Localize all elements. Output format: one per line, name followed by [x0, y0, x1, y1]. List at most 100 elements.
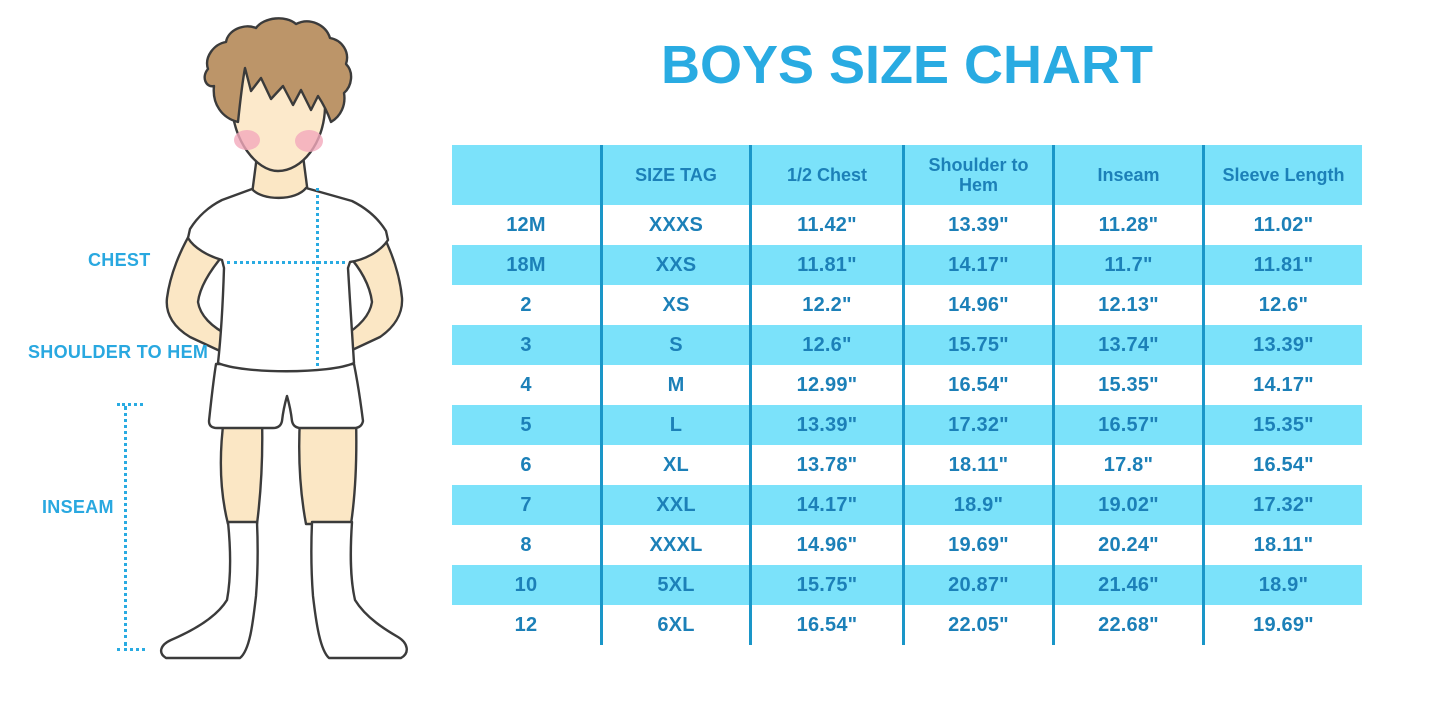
- left-cheek: [234, 130, 260, 150]
- value-cell: 20.24": [1055, 525, 1205, 565]
- value-cell: 13.39": [1253, 333, 1314, 356]
- chest-label: CHEST: [88, 250, 151, 270]
- table-row: 12 6XL 16.54" 22.05" 22.68" 19.69": [452, 605, 1362, 645]
- value-cell: 13.39": [752, 405, 905, 445]
- value-cell: 15.75": [752, 565, 905, 605]
- value-cell: 19.69": [1253, 613, 1314, 636]
- value-cell: XXS: [603, 245, 752, 285]
- value-cell: 14.96": [905, 285, 1055, 325]
- value-cell: 11.42": [752, 205, 905, 245]
- value-cell: 13.74": [1055, 325, 1205, 365]
- size-table-body: 12M XXXS 11.42" 13.39" 11.28" 11.02" 18M XXS 11.…: [452, 205, 1362, 645]
- value-cell: XL: [603, 445, 752, 485]
- table-row: 4 M 12.99" 16.54" 15.35" 14.17": [452, 365, 1362, 405]
- table-row: 2 XS 12.2" 14.96" 12.13" 12.6": [452, 285, 1362, 325]
- size-cell: 5: [452, 405, 603, 445]
- left-sock: [159, 520, 259, 660]
- value-cell: 16.54": [905, 365, 1055, 405]
- value-cell: 11.81": [1253, 253, 1314, 276]
- header-cell-size-tag: SIZE TAG: [603, 145, 752, 205]
- value-cell: 18.9": [1258, 573, 1309, 596]
- table-row: 18M XXS 11.81" 14.17" 11.7" 11.81": [452, 245, 1362, 285]
- shoulder-to-hem-label: SHOULDER TO HEM: [28, 342, 209, 362]
- inseam-label: INSEAM: [42, 497, 114, 517]
- boy-illustration: [159, 17, 408, 660]
- value-cell: 6XL: [603, 605, 752, 645]
- shoulder-to-hem-measure-line: [316, 188, 319, 366]
- table-row: 12M XXXS 11.42" 13.39" 11.28" 11.02": [452, 205, 1362, 245]
- value-cell: 11.28": [1055, 205, 1205, 245]
- header-cell-blank: [452, 145, 603, 205]
- hair: [203, 17, 353, 124]
- value-cell: 18.9": [905, 485, 1055, 525]
- size-cell: 12: [452, 605, 603, 645]
- value-cell: 14.17": [752, 485, 905, 525]
- size-cell: 8: [452, 525, 603, 565]
- table-row: 7 XXL 14.17" 18.9" 19.02" 17.32": [452, 485, 1362, 525]
- value-cell: 11.02": [1253, 213, 1314, 236]
- value-cell: 12.6": [752, 325, 905, 365]
- table-row: 6 XL 13.78" 18.11" 17.8" 16.54": [452, 445, 1362, 485]
- value-cell: 12.99": [752, 365, 905, 405]
- value-cell: 15.35": [1055, 365, 1205, 405]
- value-cell: 12.6": [1258, 293, 1309, 316]
- value-cell: 17.32": [1253, 493, 1314, 516]
- value-cell: 19.02": [1055, 485, 1205, 525]
- header-cell-inseam: Inseam: [1055, 145, 1205, 205]
- size-cell: 7: [452, 485, 603, 525]
- value-cell: XXL: [603, 485, 752, 525]
- size-table: SIZE TAG 1/2 Chest Shoulder to Hem Inseam Sl…: [452, 145, 1362, 645]
- value-cell: XS: [603, 285, 752, 325]
- table-row: 8 XXXL 14.96" 19.69" 20.24" 18.11": [452, 525, 1362, 565]
- table-row: 10 5XL 15.75" 20.87" 21.46" 18.9": [452, 565, 1362, 605]
- size-cell: 10: [452, 565, 603, 605]
- right-sock: [310, 520, 408, 660]
- size-cell: 12M: [452, 205, 603, 245]
- value-cell: 17.8": [1055, 445, 1205, 485]
- value-cell: 20.87": [905, 565, 1055, 605]
- value-cell: 12.13": [1055, 285, 1205, 325]
- value-cell: 21.46": [1055, 565, 1205, 605]
- size-cell: 18M: [452, 245, 603, 285]
- value-cell: 12.2": [752, 285, 905, 325]
- value-cell: 16.54": [752, 605, 905, 645]
- value-cell: 17.32": [905, 405, 1055, 445]
- value-cell: 13.39": [905, 205, 1055, 245]
- value-cell: 16.54": [1253, 453, 1314, 476]
- value-cell: 16.57": [1055, 405, 1205, 445]
- size-cell: 6: [452, 445, 603, 485]
- value-cell: 14.17": [905, 245, 1055, 285]
- value-cell: 22.05": [905, 605, 1055, 645]
- inseam-measure-line: [124, 406, 127, 646]
- value-cell: 18.11": [905, 445, 1055, 485]
- value-cell: 18.11": [1253, 533, 1314, 556]
- value-cell: 11.81": [752, 245, 905, 285]
- value-cell: 5XL: [603, 565, 752, 605]
- left-leg: [219, 416, 264, 526]
- page-title: BOYS SIZE CHART: [660, 35, 1154, 95]
- inseam-tick-top: [117, 403, 143, 406]
- value-cell: 11.7": [1055, 245, 1205, 285]
- chest-measure-line: [227, 261, 345, 264]
- value-cell: 15.35": [1253, 413, 1314, 436]
- size-cell: 4: [452, 365, 603, 405]
- inseam-tick-bottom: [117, 648, 145, 651]
- size-cell: 2: [452, 285, 603, 325]
- header-cell-shoulder-to-hem: Shoulder to Hem: [905, 145, 1055, 205]
- right-leg: [298, 416, 358, 526]
- value-cell: 14.96": [752, 525, 905, 565]
- table-row: 3 S 12.6" 15.75" 13.74" 13.39": [452, 325, 1362, 365]
- t-shirt: [186, 186, 390, 373]
- value-cell: XXXL: [603, 525, 752, 565]
- value-cell: 19.69": [905, 525, 1055, 565]
- size-table-header: SIZE TAG 1/2 Chest Shoulder to Hem Inseam Sl…: [452, 145, 1362, 205]
- table-row: 5 L 13.39" 17.32" 16.57" 15.35": [452, 405, 1362, 445]
- value-cell: L: [603, 405, 752, 445]
- shorts: [207, 362, 365, 430]
- size-cell: 3: [452, 325, 603, 365]
- header-cell-1-2-chest: 1/2 Chest: [752, 145, 905, 205]
- value-cell: 15.75": [905, 325, 1055, 365]
- value-cell: XXXS: [603, 205, 752, 245]
- value-cell: M: [603, 365, 752, 405]
